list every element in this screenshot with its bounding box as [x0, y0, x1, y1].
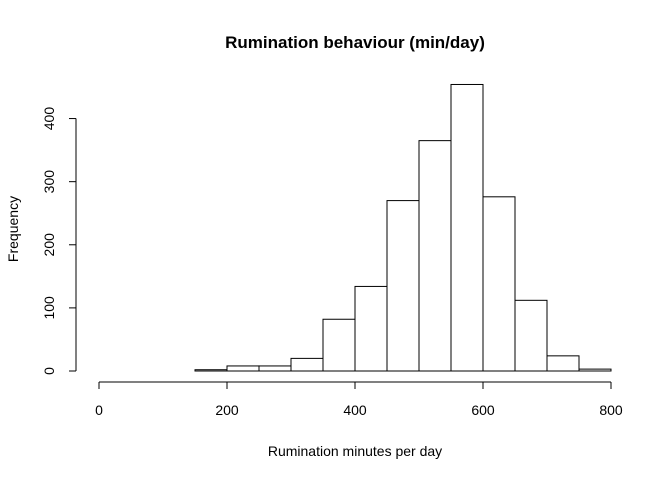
x-tick-label: 400 — [343, 402, 367, 418]
histogram-bar-12 — [482, 196, 516, 372]
histogram-bar-8 — [354, 285, 388, 372]
histogram-bar-15 — [578, 368, 612, 372]
chart-title: Rumination behaviour (min/day) — [225, 33, 485, 52]
histogram-bar-14 — [546, 355, 580, 372]
y-tick-label: 0 — [41, 367, 57, 375]
x-axis-label: Rumination minutes per day — [268, 443, 442, 459]
histogram-bar-3 — [194, 369, 228, 372]
x-axis: 0 200 400 600 800 — [95, 381, 623, 418]
x-tick-label: 800 — [599, 402, 623, 418]
histogram-bar-10 — [418, 140, 452, 372]
histogram-bar-7 — [322, 318, 356, 372]
y-tick-label: 300 — [41, 170, 57, 194]
y-axis-label: Frequency — [5, 196, 21, 262]
bars-group — [194, 83, 612, 372]
histogram-bar-13 — [514, 299, 548, 372]
y-axis: 0 100 200 300 400 — [41, 107, 77, 375]
y-tick-label: 400 — [41, 107, 57, 131]
x-tick-label: 200 — [215, 402, 239, 418]
y-tick-label: 200 — [41, 233, 57, 257]
histogram-bar-6 — [290, 357, 324, 372]
histogram-bar-4 — [226, 365, 260, 372]
histogram-bar-11 — [450, 83, 484, 372]
histogram-bar-9 — [386, 200, 420, 372]
x-tick-label: 0 — [95, 402, 103, 418]
x-tick-label: 600 — [471, 402, 495, 418]
y-tick-label: 100 — [41, 296, 57, 320]
histogram-bar-5 — [258, 365, 292, 372]
